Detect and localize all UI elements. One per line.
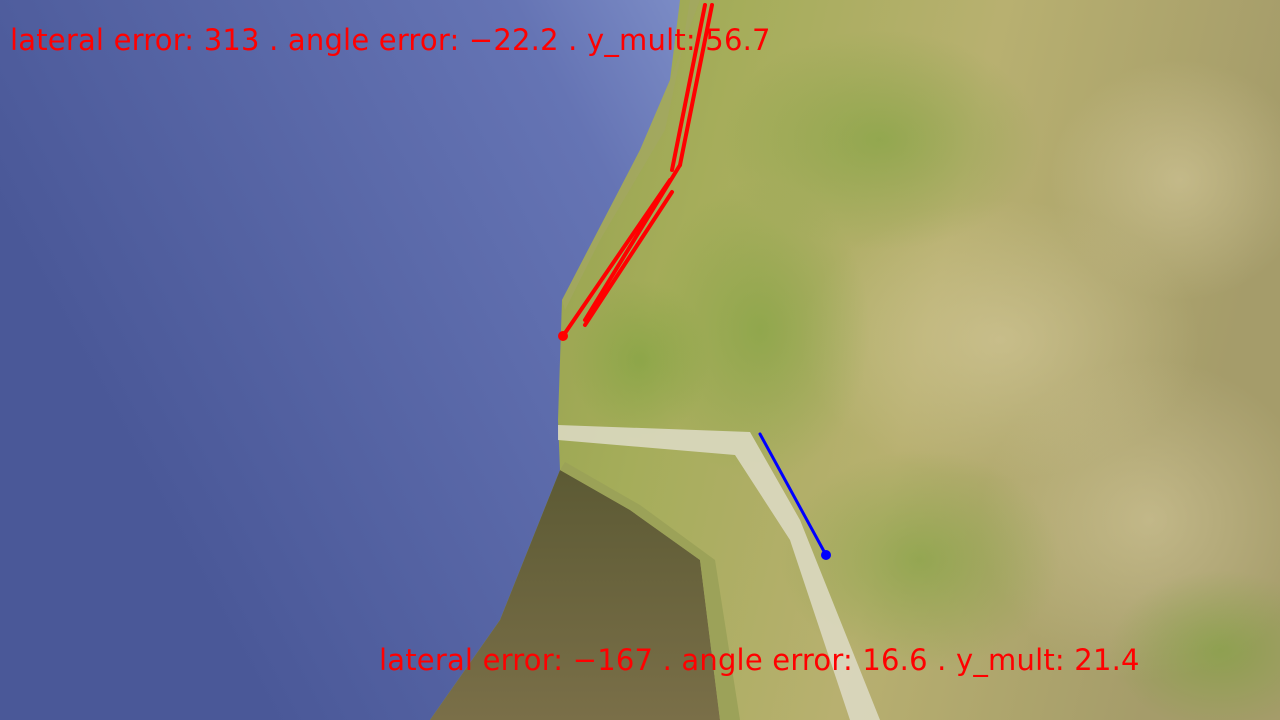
red-lane-detection (561, 3, 714, 338)
dirt-patch (430, 470, 720, 720)
blue-dot-icon (821, 550, 831, 560)
blue-lane-detection (758, 432, 828, 557)
bottom-error-readout: lateral error: −167 . angle error: 16.6 … (379, 643, 1140, 677)
ground-texture (570, 30, 1280, 720)
lane-line (558, 425, 880, 720)
red-dot-icon (558, 331, 568, 341)
road-embankment (562, 0, 700, 310)
dirt-edge (560, 462, 740, 720)
top-error-readout: lateral error: 313 . angle error: −22.2 … (10, 23, 771, 57)
